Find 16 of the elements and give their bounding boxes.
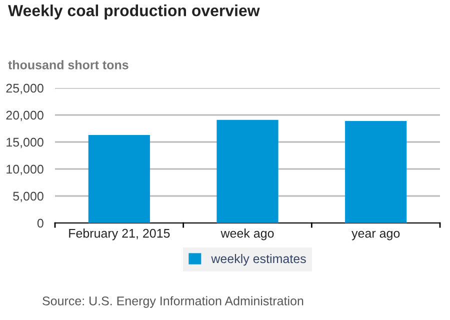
y-tick-label: 5,000	[13, 192, 44, 202]
x-tick-label: year ago	[352, 230, 400, 240]
bar	[345, 120, 407, 223]
bar	[216, 120, 278, 223]
legend-label: weekly estimates	[211, 254, 306, 266]
source-note: Source: U.S. Energy Information Administration	[42, 296, 304, 308]
y-axis-title: thousand short tons	[8, 60, 128, 70]
x-tick-label: week ago	[220, 228, 274, 240]
x-tick-label: February 21, 2015	[69, 228, 170, 240]
chart-title: Weekly coal production overview	[8, 4, 260, 20]
y-tick-label: 25,000	[6, 84, 44, 94]
y-tick-label: 10,000	[6, 164, 44, 176]
y-tick-label: 15,000	[6, 138, 44, 148]
bar	[88, 134, 150, 223]
y-tick-label: 20,000	[6, 110, 44, 122]
y-tick-label: 0	[37, 218, 44, 228]
